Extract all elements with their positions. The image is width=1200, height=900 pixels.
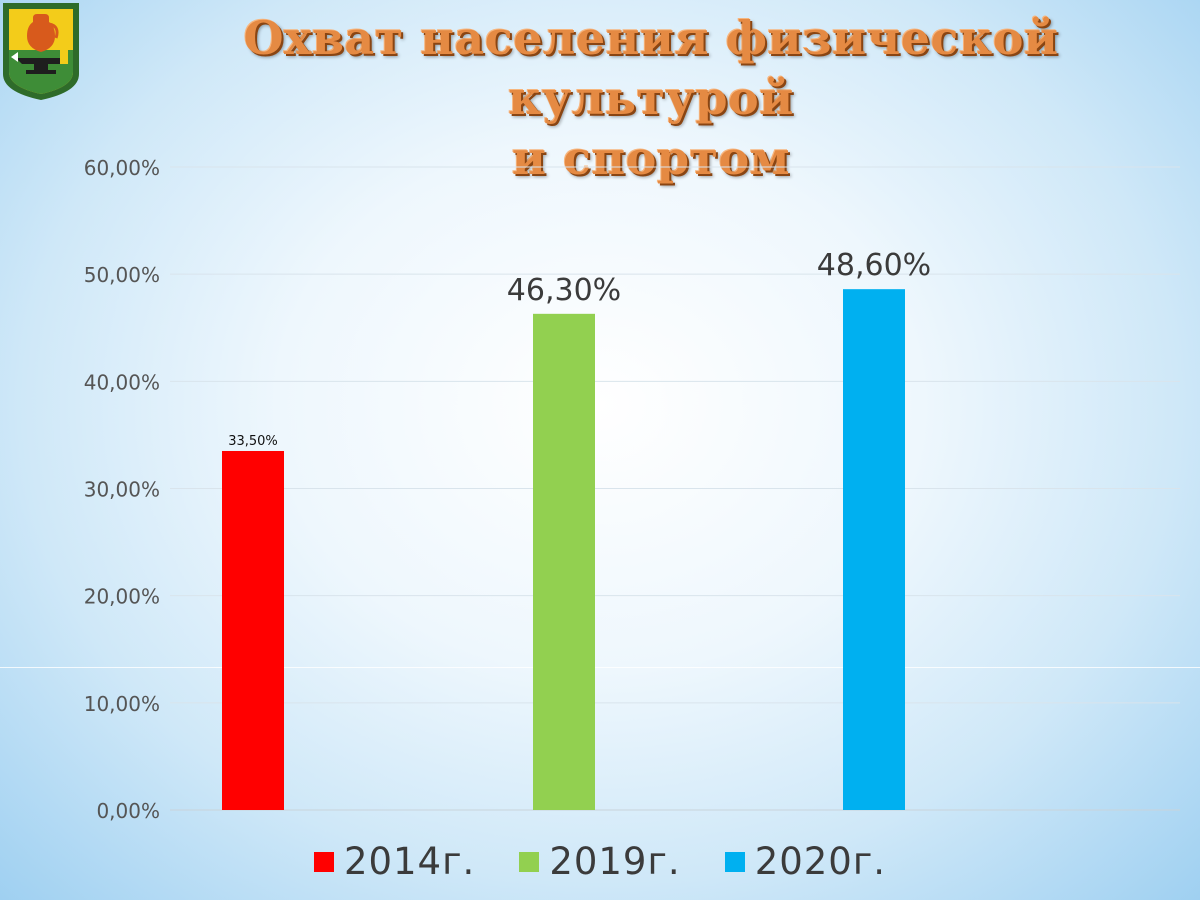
legend-swatch-2019 bbox=[519, 851, 540, 872]
legend-swatch-2014 bbox=[313, 851, 334, 872]
bar bbox=[533, 313, 595, 810]
data-label: 46,30% bbox=[507, 273, 621, 308]
y-tick-label: 20,00% bbox=[84, 585, 160, 609]
y-tick-label: 30,00% bbox=[84, 478, 160, 502]
legend-item-2020: 2020г. bbox=[724, 840, 887, 883]
data-label: 48,60% bbox=[817, 248, 931, 283]
chart-legend: 2014г. 2019г. 2020г. bbox=[0, 840, 1200, 883]
background-band bbox=[0, 667, 1200, 668]
bar bbox=[222, 450, 284, 810]
y-tick-label: 40,00% bbox=[84, 370, 160, 394]
bar bbox=[843, 289, 905, 810]
y-tick-label: 10,00% bbox=[84, 692, 160, 716]
legend-swatch-2020 bbox=[724, 851, 745, 872]
legend-label-2014: 2014г. bbox=[343, 840, 476, 883]
slide-title-line1: Охват населения физической культурой bbox=[243, 11, 1059, 125]
coat-of-arms-icon bbox=[0, 0, 82, 102]
legend-label-2020: 2020г. bbox=[754, 840, 887, 883]
data-label: 33,50% bbox=[228, 434, 278, 449]
slide-title-line2: и спортом bbox=[511, 131, 791, 185]
legend-item-2014: 2014г. bbox=[313, 840, 476, 883]
legend-item-2019: 2019г. bbox=[519, 840, 680, 883]
y-tick-label: 0,00% bbox=[96, 799, 160, 823]
legend-label-2019: 2019г. bbox=[549, 840, 681, 883]
slide-title: Охват населения физической культурой и с… bbox=[96, 8, 1200, 188]
y-tick-label: 60,00% bbox=[84, 156, 160, 180]
y-tick-label: 50,00% bbox=[84, 263, 160, 287]
